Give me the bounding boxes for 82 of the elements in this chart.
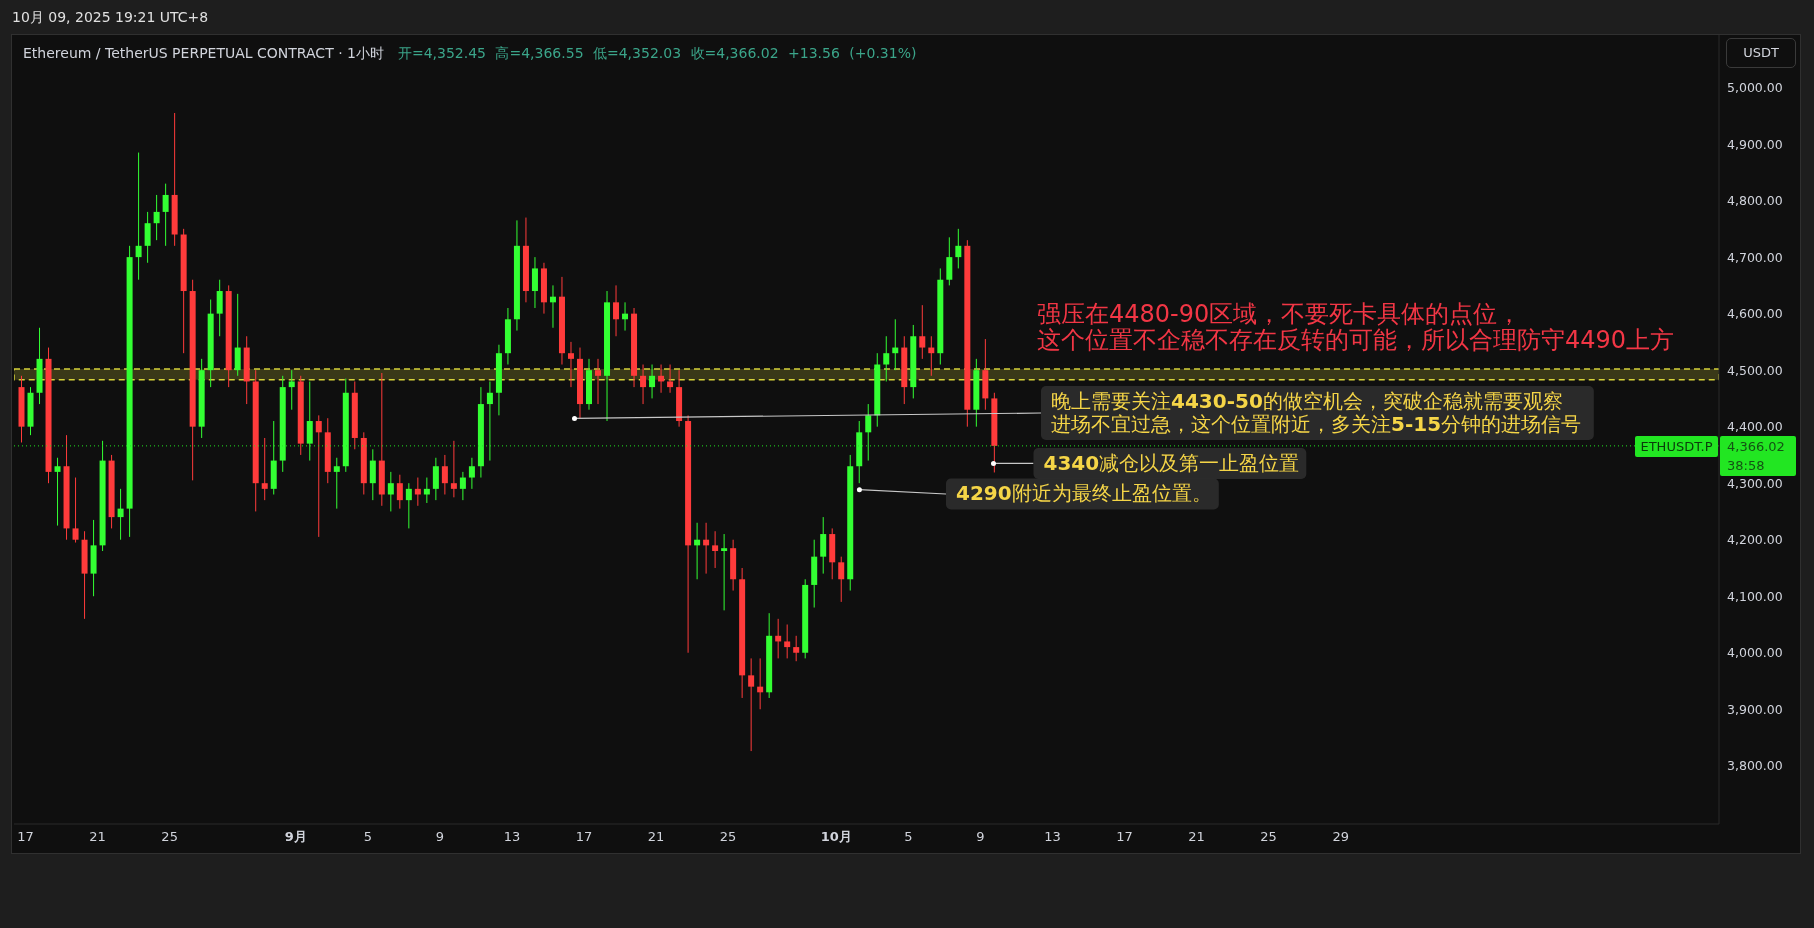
candlestick: [333, 457, 340, 510]
x-tick-label: 25: [161, 829, 178, 845]
x-tick-label: 5: [363, 829, 372, 845]
candlestick: [72, 477, 79, 544]
x-tick-label: 25: [719, 829, 737, 845]
y-tick-label: 3,900.00: [1727, 701, 1783, 717]
y-tick-label: 3,800.00: [1727, 758, 1783, 774]
y-tick-label: 4,600.00: [1727, 306, 1783, 322]
candlestick: [306, 380, 313, 462]
candlestick: [613, 284, 620, 337]
y-tick-label: 5,000.00: [1727, 80, 1783, 95]
candlestick: [820, 516, 827, 575]
candlestick: [261, 437, 268, 501]
y-tick-label: 4,900.00: [1727, 136, 1783, 152]
x-tick-label: 9: [435, 829, 445, 845]
candlestick: [486, 380, 493, 462]
candlestick: [441, 454, 448, 495]
y-tick-label: 4,700.00: [1727, 249, 1783, 265]
candlestick: [531, 256, 538, 309]
candlestick: [459, 471, 466, 501]
candlestick: [162, 183, 169, 247]
candlestick: [216, 279, 223, 337]
candlestick: [883, 335, 890, 382]
candlestick: [153, 194, 160, 241]
candlestick: [865, 403, 872, 462]
y-tick-label: 4,400.00: [1727, 419, 1783, 435]
candlestick: [315, 414, 322, 538]
y-tick-label: 4,500.00: [1727, 362, 1783, 378]
candlestick: [54, 457, 61, 527]
x-tick-label: 9: [976, 829, 985, 845]
candlestick: [369, 448, 376, 501]
candlestick: [432, 457, 439, 501]
annotation: 4290附近为最终止盈位置。: [956, 481, 1212, 506]
candlestick: [288, 369, 295, 411]
candlestick: [838, 556, 845, 603]
x-tick-label: 13: [1044, 829, 1061, 845]
text: Ethereum / TetherUS PERPETUAL CONTRACT · 1小时: [23, 45, 384, 61]
text: 38:58: [1727, 457, 1765, 473]
x-tick-label: 17: [1116, 829, 1133, 845]
candlestick: [748, 657, 755, 752]
candlestick: [450, 440, 457, 498]
text: 10月 09, 2025 19:21 UTC+8: [12, 9, 209, 27]
candlestick: [234, 293, 241, 377]
candlestick: [793, 635, 800, 662]
candlestick: [955, 228, 962, 269]
annotation: 4340减仓以及第一止盈位置: [1043, 450, 1300, 475]
y-tick-label: 4,000.00: [1727, 645, 1783, 661]
candlestick: [946, 236, 953, 286]
x-tick-label: 13: [503, 829, 521, 845]
candlestick: [117, 488, 124, 541]
y-tick-label: 4,800.00: [1727, 193, 1783, 209]
candlestick: [405, 482, 412, 529]
x-tick-label: 5: [904, 829, 913, 845]
candlestick: [595, 358, 602, 405]
ref-line-label: ETHUSDT.P: [1640, 438, 1713, 454]
band-label: 强压在4480-90区域，不要死卡具体的点位，这个位置不企稳不存在反转的可能，所以合理防守4490上方: [1037, 300, 1675, 355]
y-axis-title: USDT: [1726, 38, 1796, 68]
x-tick-label: 21: [89, 829, 106, 845]
x-tick-label: 21: [1188, 829, 1205, 845]
text: 开=4,352.45 高=4,366.55 低=4,352.03 收=4,366.02 +13.56 (+0.31%): [397, 45, 917, 61]
candlestick: [567, 341, 574, 388]
candlestick: [387, 471, 394, 512]
text: 4,366.02: [1727, 438, 1785, 454]
y-tick-label: 4,300.00: [1727, 475, 1783, 491]
candlestick: [712, 530, 719, 569]
candlestick: [468, 457, 475, 490]
candlestick: [396, 474, 403, 510]
x-tick-label: 10月: [820, 829, 852, 845]
annotation: 晚上需要关注4430-50的做空机会，突破企稳就需要观察进场不宜过急，这个位置附近，多关注5-15分钟的进场信号: [1051, 388, 1582, 436]
candlestick: [144, 211, 151, 264]
x-tick-label: 29: [1332, 829, 1349, 845]
y-tick-label: 4,100.00: [1727, 588, 1783, 604]
x-tick-label: 25: [1260, 829, 1277, 845]
candlestick: [721, 533, 728, 611]
x-tick-label: 21: [647, 829, 665, 845]
y-tick-label: 4,200.00: [1727, 532, 1783, 548]
candlestick: [919, 304, 926, 360]
x-tick-label: 17: [17, 829, 34, 845]
x-tick-label: 17: [575, 829, 593, 845]
candlestick: [784, 623, 791, 659]
candlestick: [135, 152, 142, 281]
x-tick-label: 9月: [284, 829, 307, 845]
